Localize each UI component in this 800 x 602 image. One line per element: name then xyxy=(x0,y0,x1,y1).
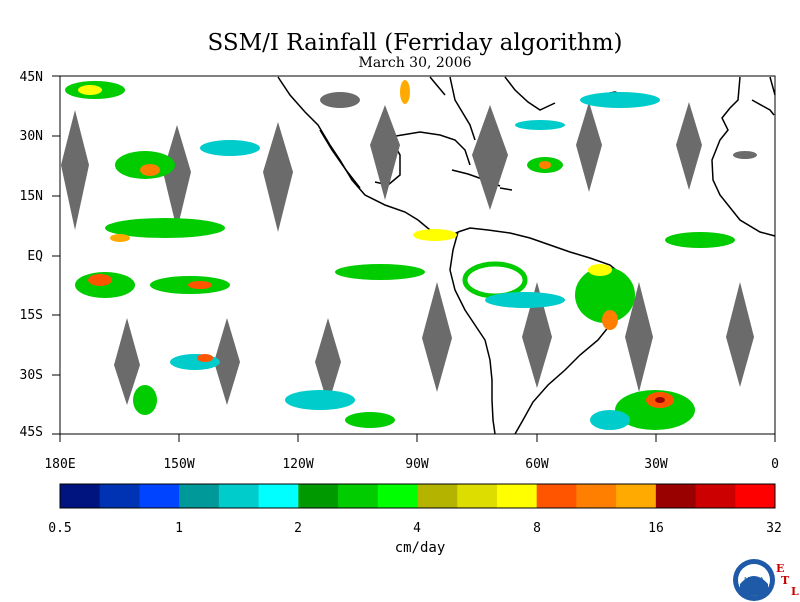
lon-label: 120W xyxy=(282,457,314,472)
colorbar-swatch xyxy=(338,484,379,508)
lat-label: 15S xyxy=(19,308,43,323)
map-title: SSM/I Rainfall (Ferriday algorithm) xyxy=(207,30,623,56)
colorbar-tick-label: 4 xyxy=(413,521,421,536)
colorbar-swatch xyxy=(139,484,180,508)
lon-label: 0 xyxy=(771,457,779,472)
etl-letter-l: L xyxy=(791,585,799,598)
lon-label: 150W xyxy=(163,457,195,472)
colorbar-tick-label: 1 xyxy=(175,521,183,536)
colorbar-swatch xyxy=(655,484,697,508)
map-date: March 30, 2006 xyxy=(358,55,472,71)
colorbar-tick-label: 2 xyxy=(294,521,302,536)
colorbar-swatch xyxy=(218,484,260,508)
colorbar-swatch xyxy=(417,484,458,508)
axis-ticks xyxy=(52,75,776,442)
lat-label: 45N xyxy=(19,70,43,85)
colorbar-swatch xyxy=(179,484,220,508)
units-label: cm/day xyxy=(394,540,446,556)
colorbar-swatch xyxy=(536,484,577,508)
colorbar-swatch xyxy=(298,484,339,508)
colorbar-tick-label: 32 xyxy=(766,521,782,536)
colorbar-frame xyxy=(59,483,776,509)
lon-label: 60W xyxy=(525,457,549,472)
colorbar-swatch xyxy=(695,484,736,508)
lat-label: 15N xyxy=(19,189,43,204)
lat-label: 45S xyxy=(19,425,43,440)
lat-label: 30N xyxy=(19,129,43,144)
lon-label: 30W xyxy=(644,457,668,472)
colorbar-tick-label: 8 xyxy=(533,521,541,536)
colorbar-swatch xyxy=(258,484,299,508)
colorbar xyxy=(59,483,776,509)
orbit-gaps xyxy=(61,102,754,405)
colorbar-swatch xyxy=(576,484,617,508)
colorbar-swatch xyxy=(616,484,657,508)
lat-label: EQ xyxy=(27,249,43,264)
colorbar-swatch xyxy=(496,484,538,508)
etl-letter-e: E xyxy=(776,562,785,575)
lat-label: 30S xyxy=(19,368,43,383)
colorbar-swatch xyxy=(457,484,498,508)
colorbar-tick-label: 16 xyxy=(648,521,664,536)
colorbar-swatch xyxy=(99,484,140,508)
svg-text:NOAA: NOAA xyxy=(744,577,764,584)
colorbar-swatch xyxy=(60,484,101,508)
rainfall-patches xyxy=(65,80,757,430)
colorbar-swatch xyxy=(377,484,418,508)
colorbar-tick-label: 0.5 xyxy=(48,521,72,536)
colorbar-swatch xyxy=(735,484,776,508)
noaa-logo-icon: NOAA xyxy=(733,559,775,601)
lon-label: 90W xyxy=(405,457,429,472)
etl-letter-t: T xyxy=(781,574,790,587)
lon-label: 180E xyxy=(44,457,76,472)
